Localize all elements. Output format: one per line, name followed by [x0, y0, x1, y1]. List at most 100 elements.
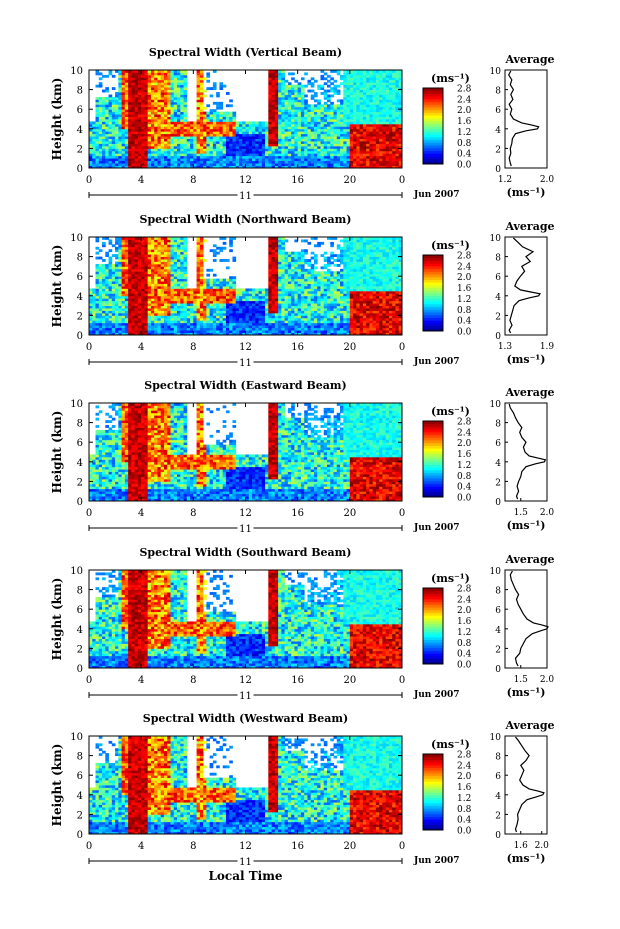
heatmap-cell — [385, 138, 390, 142]
heatmap-cell — [388, 94, 393, 98]
heatmap-cell — [330, 70, 334, 73]
heatmap-cell — [157, 303, 162, 306]
heatmap-cell — [372, 128, 377, 132]
heatmap-cell — [258, 300, 263, 304]
heatmap-cell — [95, 317, 100, 321]
heatmap-cell — [382, 82, 387, 86]
heatmap-cell — [225, 163, 230, 166]
heatmap-cell — [173, 305, 178, 309]
heatmap-cell — [180, 239, 184, 243]
heatmap-cell — [177, 281, 181, 284]
heatmap-cell — [167, 94, 171, 98]
heatmap-cell — [258, 288, 263, 292]
heatmap-cell — [209, 114, 214, 117]
heatmap-cell — [261, 317, 266, 321]
heatmap-cell — [180, 251, 184, 255]
heatmap-cell — [128, 322, 132, 326]
heatmap-cell — [222, 241, 227, 245]
heatmap-cell — [183, 133, 188, 137]
heatmap-cell — [317, 141, 321, 144]
heatmap-cell — [261, 300, 266, 304]
heatmap-cell — [170, 286, 175, 289]
heatmap-cell — [134, 330, 139, 333]
heatmap-cell — [124, 320, 129, 324]
heatmap-cell — [225, 315, 230, 319]
heatmap-cell — [183, 320, 188, 324]
heatmap-cell — [265, 123, 269, 127]
heatmap-cell — [157, 131, 162, 135]
heatmap-cell — [102, 332, 106, 336]
heatmap-cell — [343, 123, 347, 127]
heatmap-cell — [150, 317, 155, 321]
heatmap-cell — [160, 163, 165, 166]
heatmap-cell — [102, 281, 106, 284]
heatmap-cell — [173, 163, 178, 166]
heatmap-cell — [209, 133, 214, 137]
heatmap-cell — [144, 303, 149, 306]
heatmap-cell — [157, 77, 162, 81]
heatmap-cell — [121, 320, 126, 324]
heatmap-cell — [98, 133, 103, 137]
heatmap-cell — [160, 266, 165, 270]
heatmap-cell — [300, 143, 305, 147]
heatmap-cell — [353, 128, 357, 132]
heatmap-cell — [144, 290, 149, 294]
heatmap-cell — [382, 153, 387, 157]
heatmap-cell — [379, 123, 383, 127]
heatmap-cell — [281, 106, 286, 110]
heatmap-cell — [304, 84, 308, 88]
heatmap-cell — [274, 123, 279, 127]
heatmap-cell — [121, 114, 126, 117]
heatmap-cell — [177, 312, 181, 316]
heatmap-cell — [229, 165, 233, 169]
heatmap-cell — [369, 119, 374, 122]
heatmap-cell — [385, 94, 390, 98]
heatmap-cell — [304, 116, 308, 120]
heatmap-cell — [177, 273, 181, 277]
heatmap-cell — [102, 330, 106, 333]
heatmap-cell — [92, 315, 96, 319]
heatmap-cell — [154, 155, 158, 159]
heatmap-cell — [89, 131, 93, 135]
heatmap-cell — [261, 288, 266, 292]
heatmap-cell — [268, 74, 272, 78]
heatmap-cell — [216, 288, 220, 292]
heatmap-cell — [163, 286, 168, 289]
heatmap-cell — [177, 77, 181, 81]
heatmap-cell — [160, 84, 165, 88]
heatmap-cell — [124, 143, 129, 147]
heatmap-cell — [287, 92, 292, 95]
heatmap-cell — [245, 136, 250, 139]
heatmap-cell — [167, 136, 171, 139]
heatmap-cell — [183, 256, 188, 260]
heatmap-cell — [261, 303, 266, 306]
heatmap-cell — [206, 155, 211, 159]
heatmap-cell — [330, 128, 334, 132]
heatmap-cell — [199, 330, 204, 333]
heatmap-cell — [154, 94, 158, 98]
heatmap-cell — [102, 96, 106, 100]
heatmap-cell — [141, 312, 145, 316]
heatmap-cell — [121, 293, 126, 297]
heatmap-cell — [167, 116, 171, 120]
heatmap-cell — [173, 101, 178, 105]
heatmap-cell — [154, 153, 158, 157]
heatmap-cell — [216, 286, 220, 289]
heatmap-cell — [222, 114, 227, 117]
heatmap-cell — [118, 246, 122, 250]
heatmap-cell — [313, 111, 318, 115]
heatmap-cell — [147, 121, 152, 125]
heatmap-cell — [199, 77, 204, 81]
heatmap-cell — [157, 109, 162, 113]
heatmap-cell — [108, 141, 113, 144]
heatmap-cell — [248, 310, 253, 314]
heatmap-cell — [385, 148, 390, 152]
heatmap-cell — [121, 276, 126, 280]
heatmap-cell — [333, 145, 338, 149]
heatmap-cell — [115, 128, 119, 132]
heatmap-cell — [375, 126, 380, 130]
heatmap-cell — [268, 143, 272, 147]
heatmap-cell — [128, 99, 132, 103]
heatmap-cell — [167, 327, 171, 331]
heatmap-cell — [268, 82, 272, 86]
